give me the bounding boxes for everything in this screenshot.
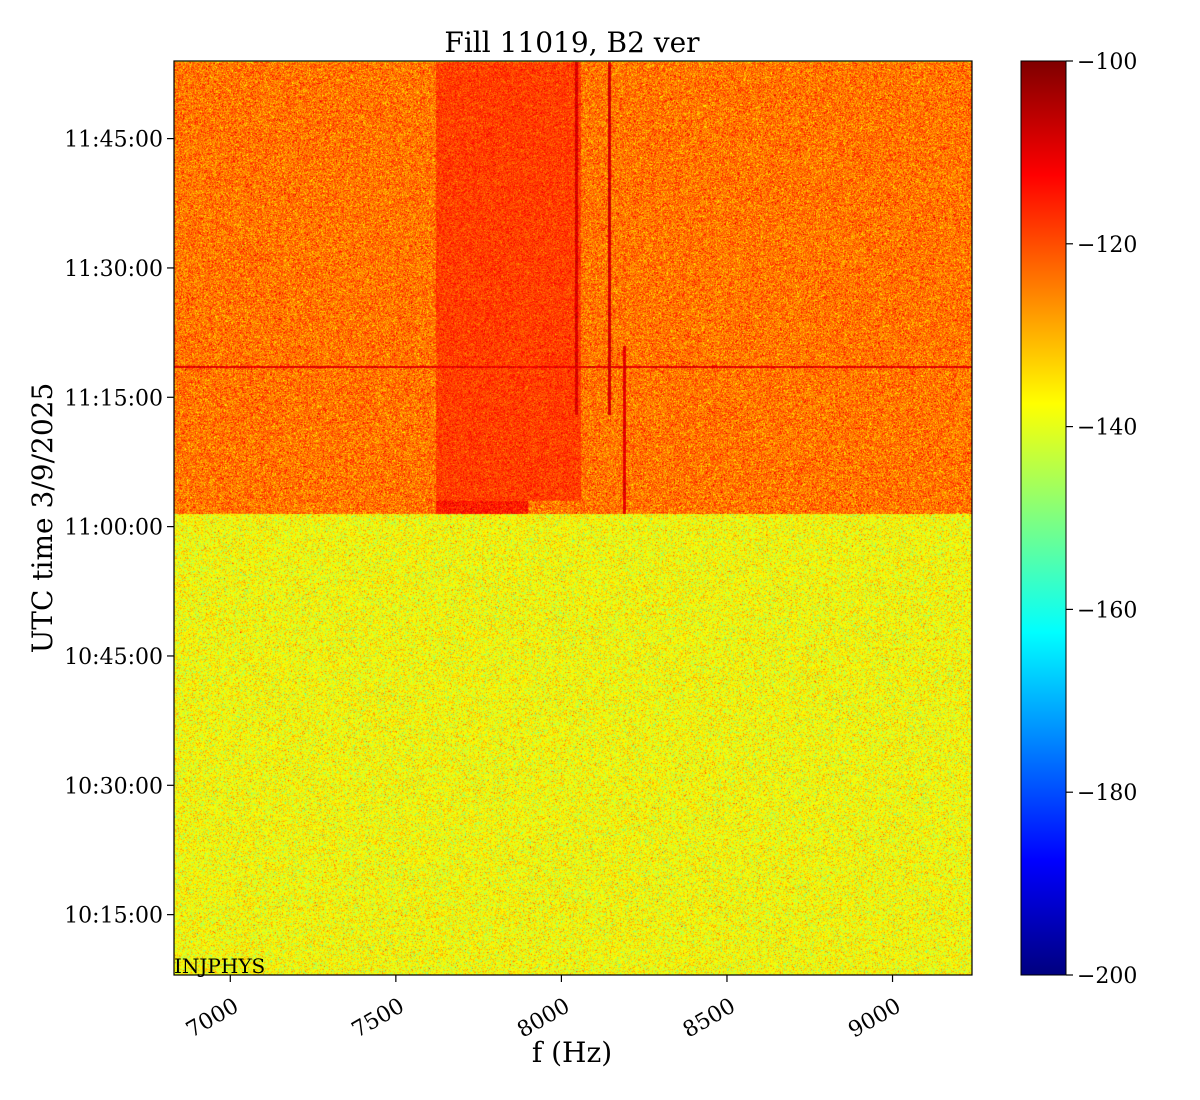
colorbar-axis: −100 −120 −140 −160 −180 −200 [1066,50,1137,989]
colorbar-tick-label: −120 [1077,233,1137,258]
x-tick-label: 9000 [844,994,905,1044]
y-tick-label: 11:45:00 [64,128,163,153]
y-tick-label: 11:30:00 [64,257,163,282]
y-tick-label: 10:15:00 [64,904,163,929]
colorbar-tick-label: −180 [1077,781,1137,806]
colorbar-tick-label: −160 [1077,598,1137,623]
colorbar-tick-label: −100 [1077,50,1137,75]
plot-frame [173,60,973,976]
colorbar-tick-label: −140 [1077,416,1137,441]
x-tick-label: 7500 [348,994,409,1044]
y-axis: 10:15:00 10:30:00 10:45:00 11:00:00 11:15:00… [64,128,174,929]
y-tick-label: 10:30:00 [64,774,163,799]
heatmap-area [174,61,972,975]
x-tick-label: 7000 [182,994,243,1044]
y-tick-label: 10:45:00 [64,645,163,670]
x-axis: 7000 7500 8000 8500 9000 [182,975,905,1043]
colorbar-tick-label: −200 [1077,964,1137,989]
y-tick-label: 11:15:00 [64,386,163,411]
x-tick-label: 8500 [679,994,740,1044]
colorbar [1020,60,1067,976]
chart-title: Fill 11019, B2 ver [444,26,700,59]
y-axis-label: UTC time 3/9/2025 [26,383,59,654]
acquisition-mode-label: INJPHYS [174,954,265,978]
x-axis-label: f (Hz) [532,1036,612,1069]
y-tick-label: 11:00:00 [64,516,163,541]
